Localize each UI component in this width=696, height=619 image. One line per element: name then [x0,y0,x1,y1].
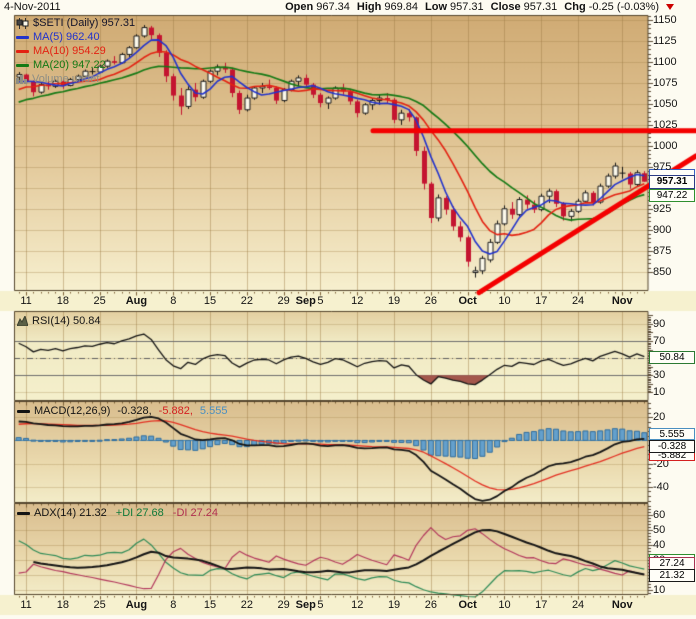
macd-value: -0.328, [117,405,152,417]
macd-hist-value-box: 5.555 [649,428,695,440]
ma10-line-swatch-icon [16,49,29,53]
macd-title-text: MACD(12,26,9) [34,405,111,417]
adx-line-swatch-icon [17,511,30,515]
legend-ma10-row: MA(10) 954.29 [16,44,135,58]
macd-value-box: -0.328 [649,440,695,453]
legend-ma20-row: MA(20) 947.22 [16,58,135,72]
rsi-value-box: 50.84 [649,351,695,364]
volume-bars-icon [16,75,27,84]
macd-signal-value: -5.882, [158,405,193,417]
minus-di-value: -DI 27.24 [172,507,219,519]
summary-low: Low 957.31 [425,1,484,13]
candles-icon [16,17,29,29]
summary-chg: Chg -0.25 (-0.03%) [564,1,659,13]
rsi-panel-title: RSI(14) 50.84 [17,315,100,327]
rsi-area-icon [17,316,28,326]
legend-symbol-row: $SETI (Daily) 957.31 [16,16,135,30]
ohlc-summary: Open 967.34 High 969.84 Low 957.31 Close 957.31… [285,1,674,13]
legend-ma5: MA(5) 962.40 [33,31,100,43]
legend-ma10: MA(10) 954.29 [33,45,106,57]
macd-panel-title: MACD(12,26,9) -0.328, -5.882, 5.555 [17,405,227,417]
price-legend: $SETI (Daily) 957.31 MA(5) 962.40 MA(10)… [16,16,135,86]
legend-volume: Volume undef [32,73,100,85]
macd-line-swatch-icon [17,409,30,413]
adx-title-text: ADX(14) 21.32 [34,507,107,519]
legend-ma5-row: MA(5) 962.40 [16,30,135,44]
legend-volume-row: Volume undef [16,72,135,86]
legend-symbol: $SETI (Daily) 957.31 [33,17,136,29]
macd-hist-value: 5.555 [199,405,228,417]
header: 4-Nov-2011 Open 967.34 High 969.84 Low 957.31… [0,1,696,14]
adx-panel-title: ADX(14) 21.32 +DI 27.68 -DI 27.24 [17,507,218,519]
summary-close: Close 957.31 [490,1,558,13]
ma20-value-box: 947.22 [649,189,695,202]
summary-open: Open 967.34 [285,1,350,13]
summary-high: High 969.84 [356,1,419,13]
adx-value-box: 21.32 [649,569,695,582]
ma20-line-swatch-icon [16,63,29,67]
legend-ma20: MA(20) 947.22 [33,59,106,71]
chg-down-triangle-icon [666,4,674,10]
ma5-line-swatch-icon [16,35,29,39]
plus-di-value: +DI 27.68 [115,507,164,519]
rsi-title-text: RSI(14) 50.84 [32,315,101,327]
header-date: 4-Nov-2011 [4,1,61,13]
last-price-box: 957.31 [649,175,695,189]
